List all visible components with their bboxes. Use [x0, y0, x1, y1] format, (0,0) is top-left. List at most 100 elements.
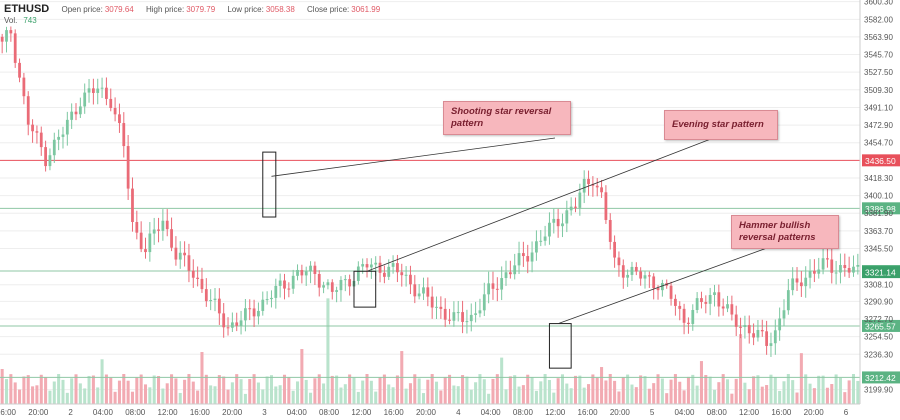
volume-bar: [825, 387, 829, 404]
candle-body: [135, 222, 139, 233]
volume-bar: [421, 393, 426, 404]
volume-bar: [791, 380, 795, 404]
volume-bar: [695, 385, 699, 404]
volume-bar: [74, 374, 78, 404]
candle-body: [204, 289, 208, 302]
candle-body: [96, 88, 100, 93]
candle-body: [57, 136, 61, 140]
candle-body: [587, 178, 590, 185]
annotation-evening-star-text: Evening star pattern: [672, 119, 764, 130]
candle-body: [604, 192, 608, 220]
volume-bar: [534, 390, 538, 404]
volume-bar: [91, 375, 95, 404]
candle-body: [695, 298, 699, 310]
volume-bar: [478, 374, 482, 404]
candle-body: [647, 275, 651, 277]
volume-bar: [582, 387, 586, 404]
volume-bar: [365, 374, 369, 404]
candle-body: [413, 284, 417, 297]
volume-bar: [560, 374, 564, 404]
volume-bar: [569, 388, 573, 404]
price-tick-label: 3308.10: [864, 281, 893, 290]
candle-body: [313, 265, 317, 275]
volume-bar: [517, 386, 521, 404]
volume-bar: [387, 384, 391, 404]
time-tick-label: 3: [262, 408, 267, 417]
volume-bar: [9, 374, 13, 404]
candle-body: [404, 274, 408, 276]
candle-body: [9, 30, 13, 34]
candle-body: [678, 305, 682, 309]
volume-bar: [100, 359, 104, 404]
candle-body: [365, 264, 369, 268]
volume-bar: [799, 353, 803, 404]
volume-bar: [282, 374, 287, 404]
time-tick-label: 08:00: [125, 408, 146, 417]
candle-body: [426, 287, 430, 297]
volume-bar: [322, 383, 326, 404]
volume-bar: [239, 379, 243, 404]
volume-bar: [330, 375, 334, 404]
candle-body: [765, 331, 769, 346]
candle-body: [52, 139, 56, 156]
volume-bar: [686, 376, 690, 404]
volume-bar: [782, 381, 786, 404]
candle-body: [482, 294, 486, 311]
candle-body: [339, 279, 343, 291]
volume-bar: [434, 381, 439, 404]
candle-body: [391, 263, 395, 267]
candle-body: [448, 319, 451, 321]
volume-bar: [482, 379, 486, 404]
volume-bar: [469, 389, 473, 404]
volume-bar: [300, 349, 304, 404]
price-tag-label: 3436.50: [865, 156, 896, 166]
volume-bar: [287, 377, 291, 404]
price-tick-label: 3600.30: [864, 0, 893, 7]
candle-body: [178, 252, 182, 260]
candle-body: [257, 310, 260, 317]
volume-bar: [765, 385, 769, 404]
price-tag: [862, 266, 900, 279]
candle-body: [417, 293, 421, 297]
volume-bar: [513, 375, 517, 404]
volume-bar: [726, 379, 730, 404]
volume-bar: [296, 381, 300, 404]
candle-body: [713, 292, 716, 295]
candle-body: [660, 283, 664, 291]
candle-body: [778, 318, 782, 331]
volume-bar: [31, 386, 35, 404]
candle-body: [443, 308, 447, 320]
candle-body: [226, 327, 230, 329]
volume-bar: [500, 357, 504, 404]
candle-body: [170, 229, 173, 248]
volume-bar: [847, 380, 851, 404]
candle-body: [278, 280, 282, 286]
candle-body: [856, 264, 860, 267]
volume-bar: [461, 375, 465, 404]
volume-bar: [795, 392, 799, 404]
volume-bar: [608, 374, 612, 404]
candle-body: [682, 308, 686, 323]
volume-bar: [204, 374, 208, 404]
candle-body: [356, 266, 360, 281]
volume-bar: [104, 374, 108, 404]
candle-body: [804, 277, 808, 287]
price-tick-label: 3345.50: [864, 245, 893, 254]
candle-body: [843, 265, 847, 269]
symbol-label: ETHUSD: [4, 3, 50, 15]
candle-body: [669, 285, 673, 299]
volume-bar: [382, 374, 386, 404]
volume-bar: [174, 378, 178, 404]
price-tag: [862, 154, 900, 167]
candle-body: [717, 292, 721, 307]
price-tick-label: 3472.90: [864, 121, 893, 130]
candle-body: [491, 283, 495, 289]
volume-bar: [235, 374, 239, 404]
volume-bar: [348, 374, 352, 404]
volume-bar: [491, 378, 495, 404]
volume-bar: [187, 374, 191, 404]
volume-bar: [18, 389, 22, 404]
candle-body: [309, 265, 312, 272]
callout-arrow: [271, 137, 556, 177]
